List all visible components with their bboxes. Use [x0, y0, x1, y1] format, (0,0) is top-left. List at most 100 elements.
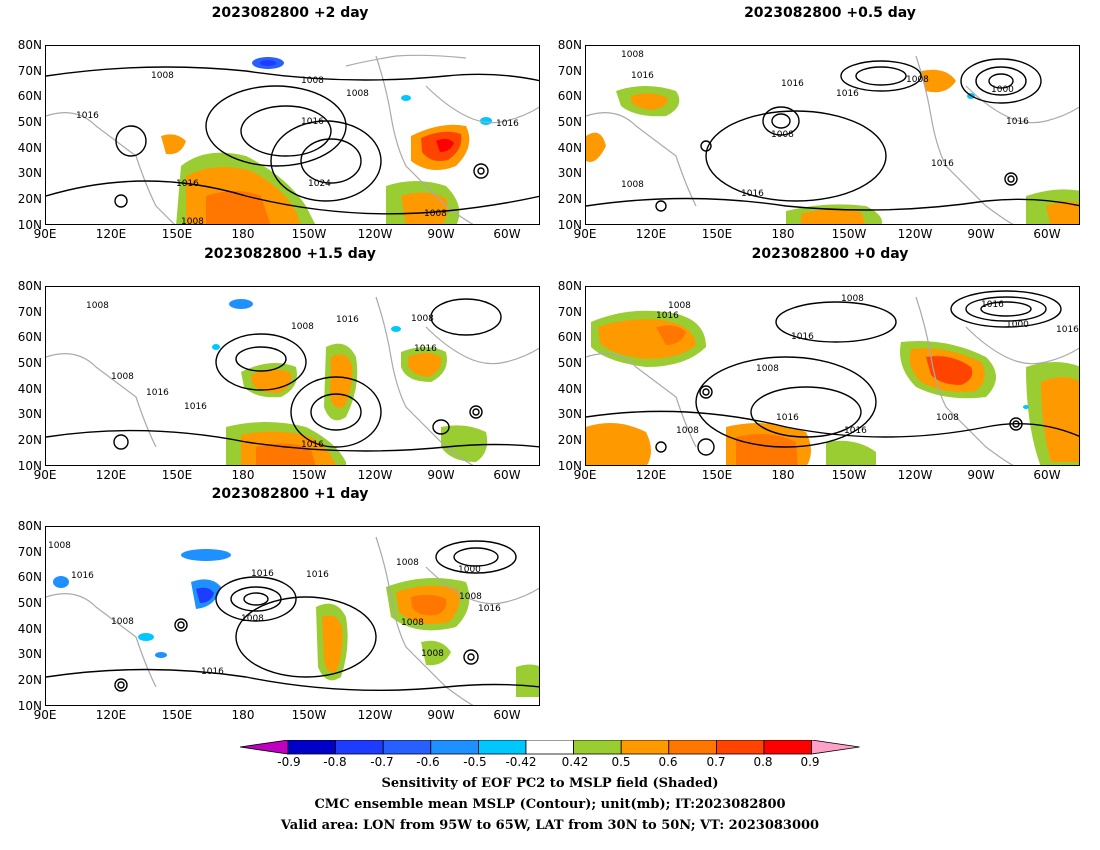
lon-label: 90W [967, 468, 995, 482]
mslp-contours [586, 58, 1079, 212]
coastlines [586, 55, 1079, 224]
map-graphic: 1008 1008 1016 1008 1016 1008 1016 1016 … [46, 296, 539, 465]
lat-label: 70N [557, 64, 582, 78]
contour-label: 1016 [251, 569, 274, 579]
contour-label: 1016 [184, 402, 207, 412]
contour-labels: 1008 1016 1016 1016 1008 1008 1008 1008 … [48, 541, 501, 677]
contour-label: 1016 [414, 344, 437, 354]
lon-label: 90W [427, 227, 455, 241]
lon-label: 120E [95, 227, 127, 241]
lat-label: 40N [17, 141, 42, 155]
lon-label: 90W [427, 468, 455, 482]
lon-label: 150W [831, 468, 867, 482]
colorbar-swatch [335, 740, 384, 755]
colorbar-swatch [382, 740, 432, 755]
lat-label: 20N [557, 192, 582, 206]
contour-label: 1016 [301, 117, 324, 127]
contour-label: 1000 [1006, 320, 1029, 330]
lat-label: 70N [17, 64, 42, 78]
colorbar-tick-label: 0.5 [611, 755, 631, 769]
contour-label: 1008 [621, 50, 644, 60]
lon-label: 120W [897, 468, 933, 482]
contour-label: 1016 [781, 79, 804, 89]
lon-label: 60W [1033, 227, 1061, 241]
colorbar-swatch [715, 740, 765, 755]
lon-label: 90W [967, 227, 995, 241]
contour-label: 1008 [676, 426, 699, 436]
lat-label: 80N [557, 38, 582, 52]
contour-label: 1008 [301, 76, 324, 86]
lon-label: 60W [493, 227, 521, 241]
map-area: 1008 1008 1016 1016 1016 1008 1000 1016 … [585, 286, 1080, 466]
lat-label: 50N [17, 596, 42, 610]
lat-label: 20N [17, 192, 42, 206]
shading-negative [252, 57, 492, 125]
map-graphic: 1008 1008 1008 1016 1016 1016 1024 1008 … [46, 54, 539, 225]
contour-label: 1008 [401, 618, 424, 628]
lat-label: 40N [557, 141, 582, 155]
contour-label: 1008 [421, 649, 444, 659]
contour-label: 1024 [308, 179, 331, 189]
lon-label: 120E [95, 708, 127, 722]
lon-label: 150E [161, 227, 193, 241]
lon-label: 120W [897, 227, 933, 241]
caption-valid-area: Valid area: LON from 95W to 65W, LAT fro… [280, 818, 820, 833]
shading-negative [1023, 405, 1029, 409]
map-graphic: 1008 1016 1016 1016 1008 1008 1008 1008 … [46, 536, 539, 705]
lon-label: 90W [427, 708, 455, 722]
contour-label: 1008 [346, 89, 369, 99]
colorbar-tick-label: 0.6 [658, 755, 678, 769]
lat-label: 20N [557, 433, 582, 447]
lat-label: 50N [17, 356, 42, 370]
contour-label: 1008 [411, 314, 434, 324]
contour-label: 1008 [111, 372, 134, 382]
lat-label: 60N [557, 89, 582, 103]
shading-positive [586, 310, 1079, 465]
lat-label: 30N [17, 166, 42, 180]
lon-label: 90E [33, 708, 57, 722]
colorbar-tick-label: -0.42 [505, 755, 537, 769]
coastlines [586, 296, 1079, 465]
lon-label: 180 [231, 468, 255, 482]
lon-label: 120E [635, 468, 667, 482]
colorbar-tick-label: 0.8 [753, 755, 773, 769]
lon-label: 120W [357, 468, 393, 482]
lat-label: 50N [557, 115, 582, 129]
lon-label: 120W [357, 227, 393, 241]
colorbar-swatch [525, 740, 574, 755]
lon-label: 90E [33, 468, 57, 482]
lon-label: 180 [771, 468, 795, 482]
lon-label: 120W [357, 708, 393, 722]
lat-label: 60N [557, 330, 582, 344]
colorbar [240, 740, 860, 755]
lat-label: 50N [17, 115, 42, 129]
contour-label: 1016 [981, 300, 1004, 310]
panel-title: 2023082800 +1.5 day [204, 246, 376, 262]
mslp-contours [586, 290, 1079, 456]
lon-label: 150W [291, 468, 327, 482]
lon-label: 180 [771, 227, 795, 241]
lat-label: 10N [17, 459, 42, 473]
contour-label: 1016 [631, 71, 654, 81]
map-panel-plus-0-5-day: 2023082800 +0.5 day [540, 5, 1085, 245]
contour-label: 1000 [458, 565, 481, 575]
map-area: 1008 1008 1008 1016 1016 1016 1024 1008 … [45, 45, 540, 225]
shading-negative [212, 299, 401, 350]
contour-label: 1016 [478, 604, 501, 614]
lat-label: 40N [557, 382, 582, 396]
lat-label: 70N [557, 305, 582, 319]
lat-label: 40N [17, 382, 42, 396]
contour-label: 1008 [181, 217, 204, 225]
contour-label: 1016 [496, 119, 519, 129]
contour-label: 1016 [741, 189, 764, 199]
colorbar-tick-label: 0.7 [706, 755, 726, 769]
contour-label: 1016 [1006, 117, 1029, 127]
lon-label: 60W [1033, 468, 1061, 482]
contour-label: 1008 [48, 541, 71, 551]
map-area: 1008 1016 1016 1016 1008 1008 1008 1008 … [45, 526, 540, 706]
lon-label: 150E [161, 468, 193, 482]
map-area: 1008 1016 1016 1016 1008 1000 1008 1016 … [585, 45, 1080, 225]
contour-labels: 1008 1016 1016 1016 1008 1000 1008 1016 … [621, 50, 1029, 199]
lat-label: 30N [557, 407, 582, 421]
lat-label: 80N [17, 38, 42, 52]
